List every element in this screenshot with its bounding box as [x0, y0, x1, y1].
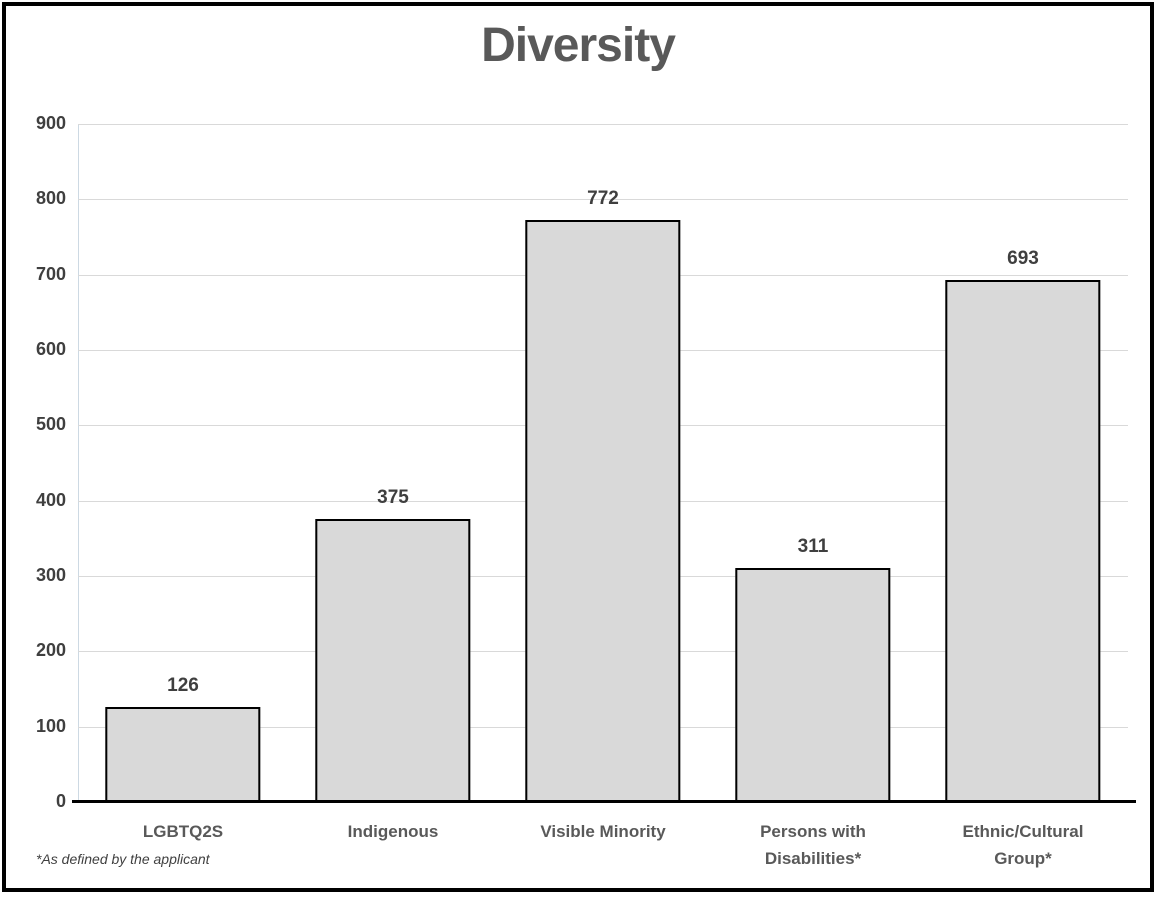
bar-value-label: 375 [377, 487, 409, 508]
bar-value-label: 693 [1007, 248, 1039, 269]
y-axis-tick-label: 600 [35, 339, 66, 359]
bar-slot: 375 [288, 124, 498, 802]
x-axis-category-label: Indigenous [347, 822, 439, 841]
bar [315, 519, 471, 802]
chart-title: Diversity [481, 19, 676, 72]
x-axis-category-labels: LGBTQ2S Indigenous Visible Minority Persons… [78, 818, 1128, 872]
y-axis-tick-label: 100 [35, 716, 66, 736]
gridline [78, 124, 1128, 125]
y-axis-tick-label: 0 [55, 791, 66, 811]
bar [105, 707, 261, 802]
bar-slot: 693 [918, 124, 1128, 802]
footnote: *As defined by the applicant [36, 851, 210, 867]
bar-value-label: 772 [587, 188, 619, 209]
y-axis-tick-label: 200 [35, 640, 66, 660]
y-axis-tick-label: 500 [35, 414, 66, 434]
y-axis-tick-label: 700 [35, 264, 66, 284]
gridline [78, 199, 1128, 200]
x-axis-category-label: LGBTQ2S [142, 822, 224, 841]
x-axis-category-label: Persons with Disabilities* [760, 822, 866, 868]
bar-value-label: 126 [167, 675, 199, 696]
x-axis-category-label: Ethnic/Cultural Group* [962, 822, 1084, 868]
bar-slot: 126 [78, 124, 288, 802]
bar-value-label: 311 [797, 536, 829, 557]
y-axis-tick-label: 800 [35, 188, 66, 208]
y-axis-tick-label: 400 [35, 490, 66, 510]
bar [525, 220, 681, 802]
x-axis-line [72, 800, 1136, 803]
y-axis-tick-label: 300 [35, 565, 66, 585]
bar-slot: 311 [708, 124, 918, 802]
x-axis-category-label: Visible Minority [540, 822, 666, 841]
bar [735, 568, 891, 802]
bar-slot: 772 [498, 124, 708, 802]
y-axis-tick-label: 900 [35, 113, 66, 133]
bar [945, 280, 1101, 802]
plot-area: 900 800 700 600 500 400 300 200 100 0 126 375 772 311… [36, 113, 1136, 811]
plot-left-edge-line [78, 124, 79, 802]
